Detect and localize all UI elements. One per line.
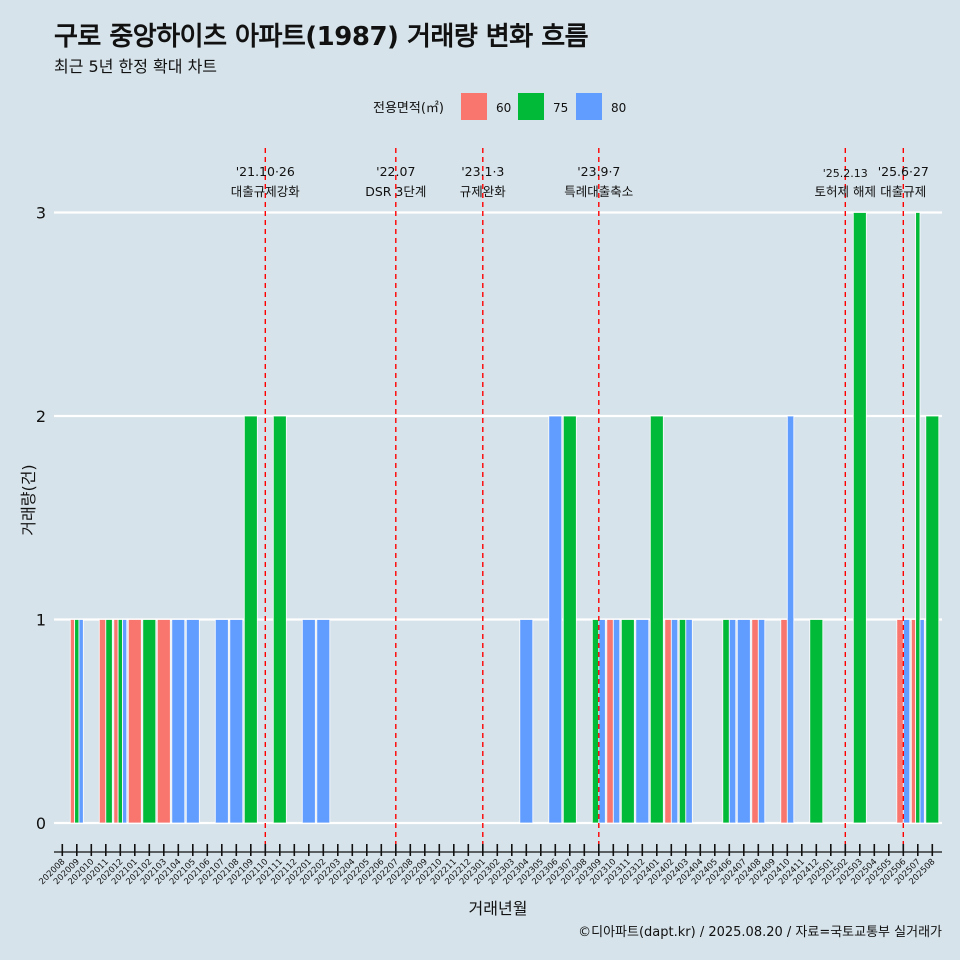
bar xyxy=(598,619,606,824)
bar xyxy=(649,415,664,824)
bar xyxy=(757,619,766,824)
bar xyxy=(272,415,287,824)
bar xyxy=(678,619,687,824)
event-date: '23.9·7 xyxy=(577,164,620,179)
bar xyxy=(122,619,128,824)
bar xyxy=(316,619,331,824)
event-label: 특례대출축소 xyxy=(564,184,633,199)
y-tick-label: 2 xyxy=(36,407,46,426)
legend-label: 75 xyxy=(553,101,568,115)
y-tick-label: 3 xyxy=(36,204,46,223)
event-date: '25.6·27 xyxy=(878,164,929,179)
bar xyxy=(780,619,788,824)
y-axis-title: 거래량(건) xyxy=(19,464,38,535)
bar xyxy=(786,415,795,824)
bar xyxy=(606,619,614,824)
bar xyxy=(243,415,258,824)
event-date: '22.07 xyxy=(376,164,415,179)
x-axis-title: 거래년월 xyxy=(469,899,528,918)
event-label: DSR 3단계 xyxy=(365,184,426,199)
bar xyxy=(910,619,917,824)
bar xyxy=(751,619,759,824)
bar xyxy=(591,619,600,824)
legend-title: 전용면적(㎡) xyxy=(373,101,444,116)
bar xyxy=(736,619,751,824)
event-label: 대출규제강화 xyxy=(231,184,301,199)
bar xyxy=(635,619,650,824)
chart-title: 구로 중앙하이츠 아파트(1987) 거래량 변화 흐름 xyxy=(54,22,589,52)
bar xyxy=(98,619,107,824)
bar xyxy=(562,415,577,824)
bar xyxy=(685,619,693,824)
bar xyxy=(620,619,635,824)
bar xyxy=(214,619,229,824)
event-date: '25.2.13 xyxy=(823,167,868,180)
event-label: 규제완화 xyxy=(460,184,507,199)
bar xyxy=(670,619,679,824)
bar xyxy=(612,619,621,824)
bar xyxy=(519,619,534,824)
caption: ©디아파트(dapt.kr) / 2025.08.20 / 자료=국토교통부 실… xyxy=(578,925,942,940)
legend-label: 80 xyxy=(611,101,626,115)
legend: 전용면적(㎡) 60 75 80 xyxy=(373,93,626,120)
bar xyxy=(902,619,911,824)
bar xyxy=(301,619,316,824)
event-label: 대출규제 xyxy=(880,184,926,199)
bar xyxy=(156,619,171,824)
bar xyxy=(229,619,244,824)
bar xyxy=(113,619,119,824)
event-date: '23.1·3 xyxy=(461,164,504,179)
bar xyxy=(78,619,84,824)
bar xyxy=(185,619,200,824)
bar xyxy=(809,619,824,824)
bar xyxy=(142,619,157,824)
bar xyxy=(74,619,80,824)
legend-key xyxy=(576,93,602,120)
bar xyxy=(915,212,921,824)
bar xyxy=(722,619,730,824)
legend-label: 60 xyxy=(496,101,511,115)
event-date: '21.10·26 xyxy=(236,164,295,179)
event-label: 토허제 해제 xyxy=(815,184,876,199)
bar xyxy=(896,619,904,824)
bar xyxy=(728,619,737,824)
bar xyxy=(925,415,940,824)
annotations: '21.10·26 대출규제강화 '22.07 DSR 3단계 '23.1·3 규제완화 '… xyxy=(231,148,929,852)
bars xyxy=(69,212,940,824)
bar xyxy=(852,212,867,824)
bar xyxy=(69,619,76,824)
bar xyxy=(171,619,186,824)
bar xyxy=(127,619,142,824)
bar xyxy=(664,619,672,824)
y-tick-label: 1 xyxy=(36,611,46,630)
legend-key xyxy=(518,93,544,120)
y-tick-label: 0 xyxy=(36,814,46,833)
bar xyxy=(919,619,925,824)
bar xyxy=(548,415,563,824)
legend-key xyxy=(461,93,487,120)
bar xyxy=(117,619,123,824)
bar xyxy=(105,619,113,824)
chart-subtitle: 최근 5년 한정 확대 차트 xyxy=(54,57,218,76)
